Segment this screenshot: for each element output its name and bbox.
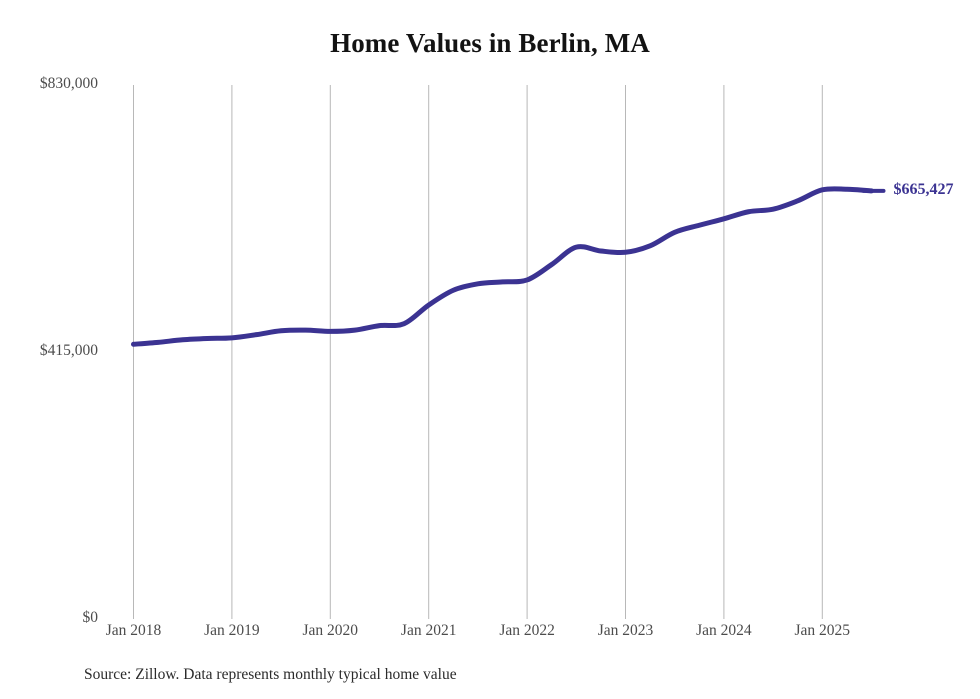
x-tick-jan-2024: Jan 2024 <box>696 622 752 639</box>
x-tick-jan-2025: Jan 2025 <box>794 622 851 639</box>
y-tick-label: $830,000 <box>39 75 98 92</box>
series-line-typical-home-value <box>131 186 874 347</box>
x-tick-jan-2022: Jan 2022 <box>499 622 555 639</box>
x-tick-jan-2023: Jan 2023 <box>597 622 654 639</box>
x-tick-jan-2019: Jan 2019 <box>204 622 260 639</box>
y-tick-label: $415,000 <box>39 342 98 359</box>
end-value-label: $665,427 <box>893 180 954 198</box>
x-tick-jan-2021: Jan 2021 <box>400 622 457 639</box>
gridlines <box>133 85 823 619</box>
y-tick-label: $0 <box>82 609 99 626</box>
x-tick-jan-2018: Jan 2018 <box>105 622 162 639</box>
x-tick-jan-2020: Jan 2020 <box>302 622 359 639</box>
source-footnote: Source: Zillow. Data represents monthly … <box>84 666 457 683</box>
chart-title: Home Values in Berlin, MA <box>330 28 650 58</box>
